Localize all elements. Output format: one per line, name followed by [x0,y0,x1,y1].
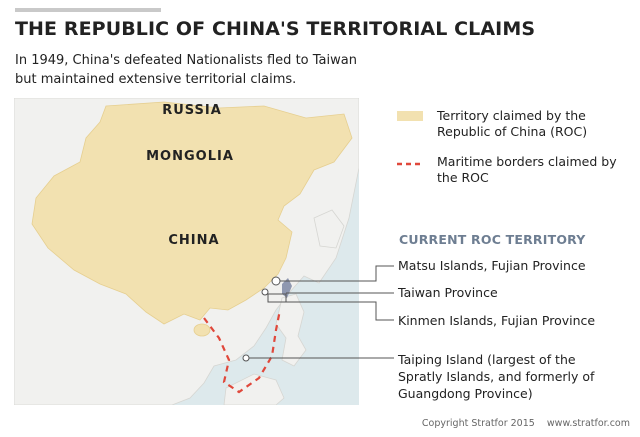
label-russia: RUSSIA [162,103,222,118]
footer-url[interactable]: www.stratfor.com [546,418,630,429]
label-taiping-island: Taiping Island (largest of the Spratly I… [398,352,595,401]
footer: Copyright Stratfor 2015 www.stratfor.com [422,418,630,429]
label-mongolia: MONGOLIA [146,149,234,164]
maritime-border-line [203,309,282,394]
header-rule [15,8,161,12]
map: RUSSIA MONGOLIA CHINA [14,98,359,405]
claimed-territory-swatch [397,111,423,121]
hainan-island [193,323,211,337]
legend-maritime-borders: Maritime borders claimed by the ROC [397,154,637,186]
legend-claimed-territory: Territory claimed by the Republic of Chi… [397,108,637,140]
roc-claimed-territory [31,101,353,325]
page-title: THE REPUBLIC OF CHINA'S TERRITORIAL CLAI… [15,18,536,40]
map-svg: RUSSIA MONGOLIA CHINA [14,98,359,405]
legend-maritime-borders-label: Maritime borders claimed by the ROC [437,154,617,185]
label-china: CHINA [168,233,219,248]
korea-land [313,209,345,249]
borneo-land [223,373,285,405]
label-taiwan-province: Taiwan Province [398,285,498,300]
current-roc-territory-heading: CURRENT ROC TERRITORY [399,232,586,247]
taiwan-island [282,278,292,298]
legend: Territory claimed by the Republic of Chi… [397,108,637,186]
footer-copyright: Copyright Stratfor 2015 [421,418,535,429]
label-kinmen-islands: Kinmen Islands, Fujian Province [398,313,596,328]
label-matsu-islands: Matsu Islands, Fujian Province [398,258,586,273]
maritime-border-swatch [397,162,423,166]
page-subtitle: In 1949, China's defeated Nationalists f… [15,53,357,87]
legend-claimed-territory-label: Territory claimed by the Republic of Chi… [437,108,588,139]
